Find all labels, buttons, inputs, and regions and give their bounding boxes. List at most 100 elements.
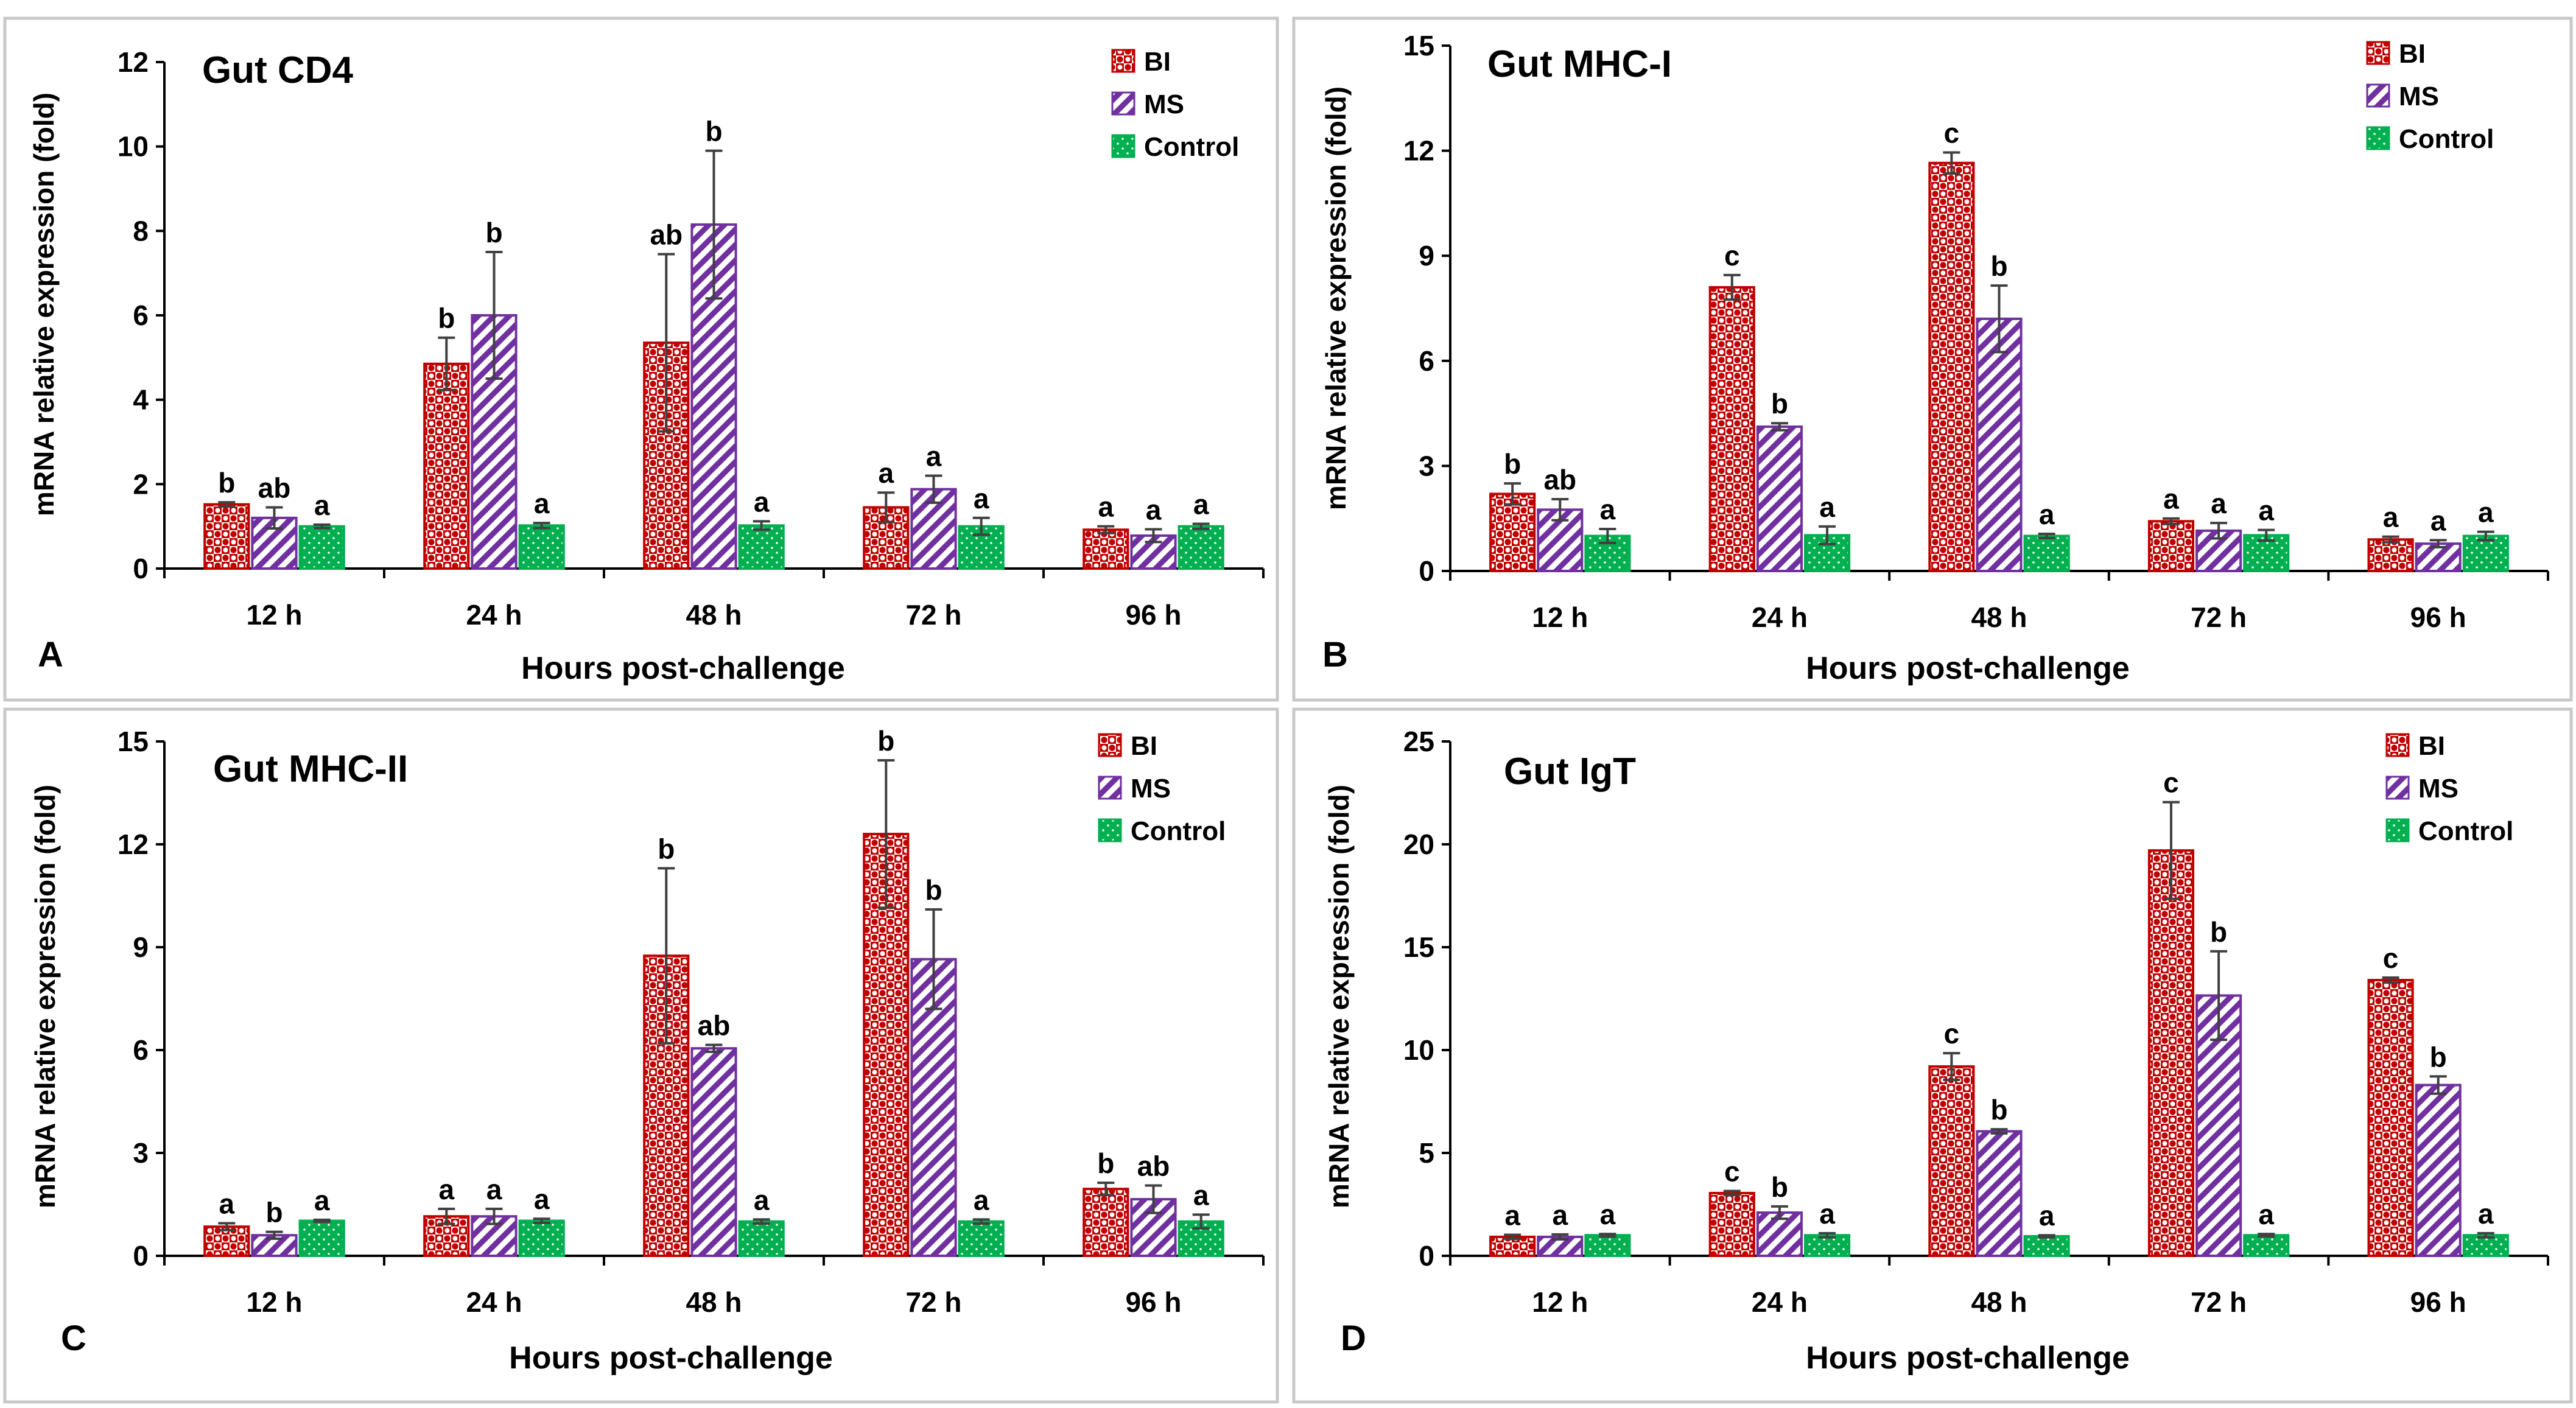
error-bar	[753, 520, 770, 531]
bar-control	[1584, 1234, 1631, 1257]
legend-swatch-ms	[2366, 83, 2390, 108]
error-bar	[2162, 800, 2180, 900]
error-bar	[1819, 525, 1836, 545]
bar-bi	[2147, 849, 2195, 1257]
chart-title: Gut MHC-II	[213, 748, 408, 790]
error-bar	[1192, 522, 1210, 530]
significance-letter: a	[1600, 1199, 1616, 1230]
legend-swatch-ms	[2385, 776, 2410, 800]
x-axis-label: Hours post-challenge	[521, 651, 845, 686]
y-tick-label: 5	[1419, 1137, 1434, 1169]
error-bar	[1145, 528, 1162, 544]
y-tick-label: 0	[1419, 555, 1434, 587]
y-tick-label: 0	[1419, 1240, 1434, 1272]
y-tick-label: 12	[118, 828, 149, 860]
y-tick-label: 9	[1419, 240, 1434, 271]
significance-letter: b	[658, 833, 675, 864]
bar-bi	[2367, 979, 2414, 1257]
bar-bi	[1928, 161, 1975, 572]
error-bar	[438, 1207, 455, 1225]
significance-letter: a	[2211, 488, 2227, 519]
x-tick-label: 24 h	[466, 599, 522, 631]
significance-letter: a	[2478, 497, 2494, 528]
significance-letter: a	[926, 440, 942, 472]
significance-letter: a	[1600, 494, 1616, 525]
significance-letter: a	[2478, 1198, 2494, 1230]
x-tick-label: 12 h	[1532, 1286, 1588, 1318]
bar-control	[2243, 1234, 2290, 1257]
error-bar	[313, 1218, 331, 1224]
legend-label: BI	[2418, 731, 2445, 761]
panel-C: Gut MHC-II C Hours post-challenge mRNA r…	[3, 707, 1279, 1404]
chart-title: Gut MHC-I	[1487, 43, 1672, 85]
error-bar	[972, 1218, 990, 1225]
error-bar	[2258, 528, 2275, 542]
y-tick-label: 12	[1403, 135, 1434, 167]
bar-bi	[2147, 520, 2195, 573]
error-bar	[1145, 1184, 1162, 1214]
legend-swatch-bi	[1098, 733, 1122, 757]
significance-letter: a	[2258, 1199, 2274, 1230]
legend-swatch-control	[2366, 126, 2390, 150]
bar-ms	[2415, 1084, 2462, 1257]
significance-letter: b	[438, 303, 455, 334]
significance-letter: a	[754, 1184, 770, 1216]
significance-letter: b	[877, 725, 894, 757]
significance-letter: b	[1990, 250, 2007, 282]
y-tick-label: 0	[133, 1240, 149, 1272]
x-tick-label: 72 h	[905, 1286, 961, 1318]
error-bar	[2210, 950, 2228, 1042]
significance-letter: ab	[1543, 464, 1576, 496]
y-tick-label: 20	[1403, 828, 1434, 860]
y-tick-label: 6	[1419, 345, 1434, 377]
error-bar	[658, 253, 675, 433]
bar-control	[1803, 1234, 1851, 1257]
panel-B: Gut MHC-I B Hours post-challenge mRNA re…	[1292, 16, 2573, 702]
error-bar	[2162, 517, 2180, 525]
significance-letter: c	[2163, 767, 2179, 799]
significance-letter: b	[705, 116, 722, 147]
bar-ms	[1756, 425, 1803, 572]
legend-label: Control	[2399, 124, 2494, 154]
error-bar	[1723, 1189, 1741, 1197]
bar-control	[738, 524, 785, 570]
bar-bi	[1708, 1191, 1755, 1258]
error-bar	[265, 506, 283, 530]
x-tick-label: 96 h	[2410, 601, 2466, 633]
significance-letter: a	[974, 483, 989, 514]
legend-swatch-ms	[1098, 776, 1122, 800]
bar-control	[298, 1219, 345, 1258]
significance-letter: a	[1098, 491, 1114, 523]
chart-title: Gut IgT	[1504, 751, 1636, 793]
error-bar	[1819, 1231, 1836, 1239]
x-tick-label: 24 h	[1752, 601, 1808, 633]
significance-letter: a	[439, 1174, 455, 1205]
bar-bi	[2367, 538, 2414, 572]
significance-letter: c	[1944, 117, 1960, 149]
x-tick-label: 96 h	[2410, 1286, 2466, 1318]
chart-title: Gut CD4	[202, 49, 354, 91]
y-tick-label: 15	[1403, 30, 1434, 61]
panel-A: Gut CD4 A Hours post-challenge mRNA rela…	[3, 16, 1279, 702]
x-tick-label: 72 h	[2191, 1286, 2247, 1318]
error-bar	[1551, 498, 1569, 522]
significance-letter: a	[1193, 489, 1209, 520]
significance-letter: a	[1819, 1198, 1835, 1230]
x-tick-label: 72 h	[2191, 601, 2247, 633]
bar-bi	[1083, 528, 1129, 570]
legend-label: MS	[2418, 774, 2458, 804]
legend-swatch-bi	[2385, 733, 2410, 757]
error-bar	[2038, 533, 2055, 539]
significance-letter: a	[1193, 1179, 1209, 1211]
significance-letter: a	[1504, 1200, 1520, 1231]
error-bar	[1990, 284, 2008, 354]
legend-label: MS	[2399, 82, 2439, 111]
error-bar	[1943, 151, 1960, 175]
error-bar	[1599, 527, 1616, 544]
panel-letter: B	[1322, 635, 1348, 674]
x-tick-label: 12 h	[246, 1286, 302, 1318]
significance-letter: b	[925, 874, 942, 906]
